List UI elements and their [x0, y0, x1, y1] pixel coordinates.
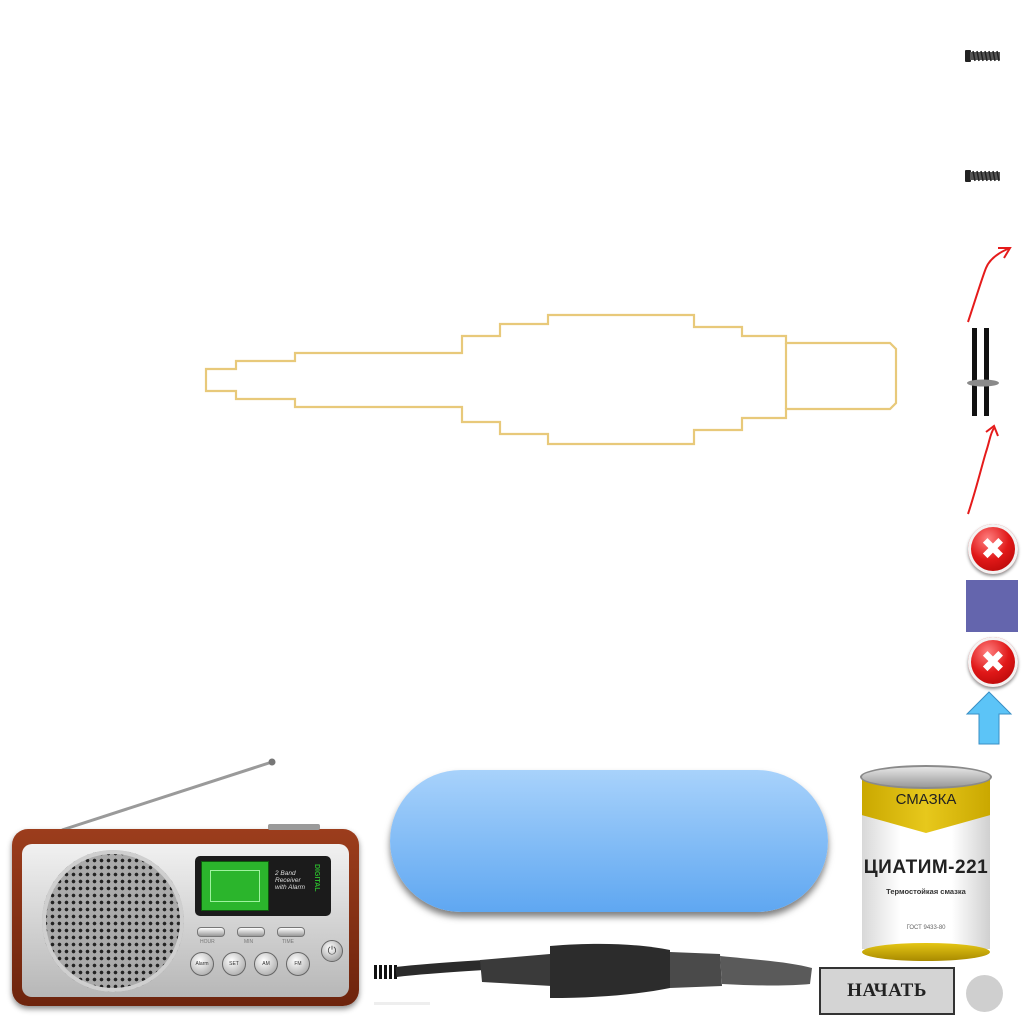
start-button-label: НАЧАТЬ — [847, 980, 927, 1001]
up-arrow-button[interactable] — [965, 690, 1013, 746]
can-lid — [860, 765, 992, 789]
min-key[interactable] — [237, 927, 265, 937]
close-icon: ✖ — [980, 644, 1006, 680]
hour-key[interactable] — [197, 927, 225, 937]
can-band-label: СМАЗКА — [895, 791, 957, 808]
screw-icon[interactable] — [964, 168, 1002, 184]
set-key[interactable]: SET — [222, 952, 246, 976]
square-button[interactable] — [966, 580, 1018, 632]
can-title: ЦИАТИМ-221 — [863, 857, 989, 878]
radio-face: 2 Band Receiver with Alarm DIGITAL HOUR … — [22, 844, 349, 997]
shaft-gauge-icon[interactable] — [960, 326, 1020, 418]
brand-label: DIGITAL — [313, 864, 320, 892]
arrow-icon[interactable] — [960, 420, 1020, 518]
power-button[interactable]: ⏻ — [321, 940, 343, 962]
close-button[interactable]: ✖ — [968, 524, 1018, 574]
speaker-grille — [42, 850, 184, 992]
can-standard: ГОСТ 9433-80 — [906, 925, 946, 931]
lubricant-can[interactable]: СМАЗКА ЦИАТИМ-221 Термостойкая смазка ГО… — [860, 765, 992, 961]
start-button[interactable]: НАЧАТЬ — [819, 967, 955, 1015]
can-bottom — [862, 943, 990, 961]
cable-tool[interactable] — [370, 940, 816, 1006]
radio-antenna — [61, 758, 276, 832]
radio-display: 2 Band Receiver with Alarm DIGITAL — [195, 856, 331, 916]
close-button[interactable]: ✖ — [968, 637, 1018, 687]
am-key[interactable]: AM — [254, 952, 278, 976]
lcd-caption: 2 Band Receiver with Alarm — [275, 870, 306, 891]
status-indicator — [966, 975, 1003, 1012]
time-key[interactable] — [277, 927, 305, 937]
radio-tuner-knob — [268, 824, 320, 830]
can-body: СМАЗКА ЦИАТИМ-221 Термостойкая смазка ГО… — [862, 777, 990, 949]
arrow-icon[interactable] — [960, 238, 1020, 328]
key-label: TIME — [282, 939, 294, 945]
lcd-screen — [201, 861, 269, 911]
close-icon: ✖ — [980, 531, 1006, 567]
key-label: HOUR — [200, 939, 215, 945]
power-icon: ⏻ — [327, 944, 337, 957]
fm-key[interactable]: FM — [286, 952, 310, 976]
display-panel — [390, 770, 828, 912]
can-subtitle: Термостойкая смазка — [886, 887, 966, 896]
alarm-key[interactable]: Alarm — [190, 952, 214, 976]
screw-icon[interactable] — [964, 48, 1002, 64]
shaft-workpiece — [204, 313, 898, 446]
radio[interactable]: 2 Band Receiver with Alarm DIGITAL HOUR … — [12, 829, 359, 1006]
key-label: MIN — [244, 939, 254, 945]
